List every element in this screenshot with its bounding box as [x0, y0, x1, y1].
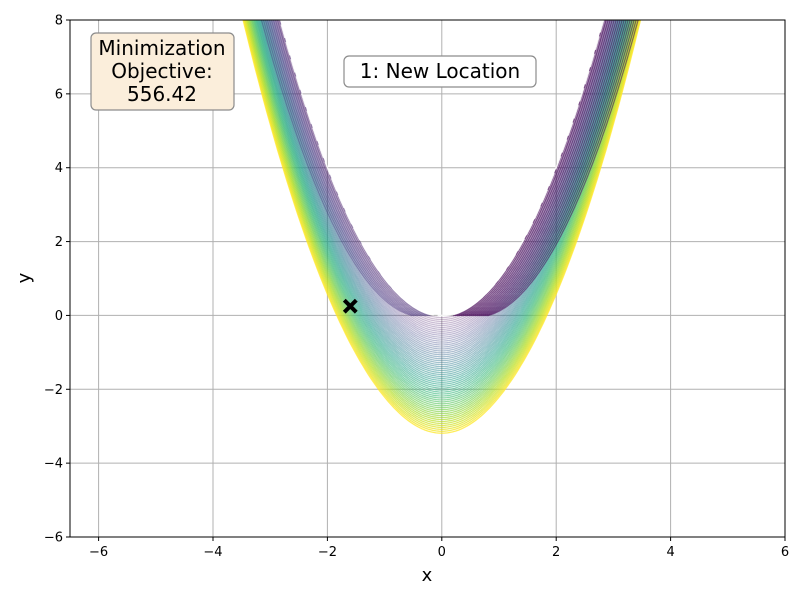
status-text: 1: New Location: [360, 59, 520, 83]
contour-line: [254, 20, 630, 397]
objective-line-2: Objective:: [111, 59, 213, 83]
contour-line: [266, 20, 617, 356]
contour-line: [244, 20, 639, 427]
x-tick-label: −4: [203, 545, 222, 560]
contour-line: [260, 20, 623, 376]
contour-line: [247, 20, 636, 417]
contour-line-dense: [487, 20, 639, 317]
contour-line: [265, 20, 619, 362]
y-axis-label: y: [14, 272, 35, 283]
contour-line-dense: [465, 20, 617, 317]
contour-line: [243, 20, 640, 430]
contour-line-dense: [262, 20, 415, 317]
y-tick-label: 6: [55, 87, 63, 102]
y-tick-label: −4: [44, 457, 63, 472]
contour-line-dense: [469, 20, 621, 317]
contour-line: [252, 20, 631, 401]
x-tick-label: 2: [552, 545, 560, 560]
contour-line: [249, 20, 634, 411]
objective-line-1: Minimization: [98, 36, 225, 60]
contour-line: [251, 20, 633, 407]
current-location-marker: [342, 298, 358, 314]
x-tick-label: 0: [438, 545, 446, 560]
contour-line-dense: [483, 20, 635, 317]
contour-line: [255, 20, 628, 391]
contour-line-dense: [260, 20, 413, 317]
contour-line-dense: [268, 20, 421, 317]
contour-line: [242, 20, 642, 434]
y-tick-label: 8: [55, 14, 63, 29]
contour-line: [243, 20, 641, 432]
contour-lines: [242, 20, 642, 434]
x-tick-label: −2: [318, 545, 337, 560]
contour-line: [248, 20, 636, 415]
objective-box-bg: [90, 32, 235, 111]
contour-line-dense: [485, 20, 637, 317]
contour-line: [247, 20, 637, 419]
x-tick-label: 6: [781, 545, 789, 560]
contour-line: [275, 20, 609, 330]
contour-line-dense: [475, 20, 627, 317]
status-box: 1: New Location: [343, 55, 537, 88]
contour-line-dense: [264, 20, 417, 317]
contour-line-dense: [272, 20, 425, 317]
contour-line: [262, 20, 622, 372]
contour-line: [270, 20, 614, 346]
marker-stroke: [342, 298, 358, 314]
contour-line-dense: [459, 20, 611, 317]
x-axis-ticks: −6 −4 −2 0 2 4 6: [89, 537, 789, 560]
contour-line: [244, 20, 640, 428]
x-tick-label: 4: [666, 545, 674, 560]
contour-line: [273, 20, 611, 336]
contour-line-dense: [455, 20, 607, 317]
status-box-bg: [343, 55, 537, 88]
contour-line: [246, 20, 637, 421]
y-tick-label: −6: [44, 531, 63, 546]
contour-line-dense: [479, 20, 631, 317]
y-tick-label: 4: [55, 161, 63, 176]
y-tick-label: 2: [55, 235, 63, 250]
contour-line: [245, 20, 639, 425]
y-tick-label: 0: [55, 309, 63, 324]
y-tick-label: −2: [44, 383, 63, 398]
contour-line-dense: [473, 20, 625, 317]
objective-value: 556.42: [127, 82, 197, 106]
y-axis-ticks: −6 −4 −2 0 2 4 6 8: [44, 14, 70, 546]
contour-line: [249, 20, 635, 413]
contour-line: [263, 20, 620, 366]
contour-line-dense: [270, 20, 423, 317]
objective-box: Minimization Objective: 556.42: [90, 32, 235, 111]
contour-line-dense: [266, 20, 419, 317]
contour-line-dense: [481, 20, 633, 317]
contour-line-dense: [471, 20, 623, 317]
valley-line: [279, 20, 605, 317]
contour-line-dense: [457, 20, 609, 317]
contour-line: [258, 20, 625, 381]
contour-line-dense: [463, 20, 615, 317]
contour-line: [250, 20, 634, 409]
x-axis-label: x: [422, 565, 433, 586]
contour-line: [276, 20, 608, 327]
contour-line: [278, 20, 606, 321]
contour-line: [246, 20, 638, 423]
contour-line-dense: [461, 20, 613, 317]
contour-line-dense: [467, 20, 619, 317]
contour-line-dense: [276, 20, 429, 317]
contour-line-dense: [274, 20, 427, 317]
contour-line-dense: [477, 20, 629, 317]
x-tick-label: −6: [89, 545, 108, 560]
valley-curve: [279, 20, 605, 317]
contour-line: [268, 20, 616, 352]
plot-frame: [69, 19, 786, 538]
